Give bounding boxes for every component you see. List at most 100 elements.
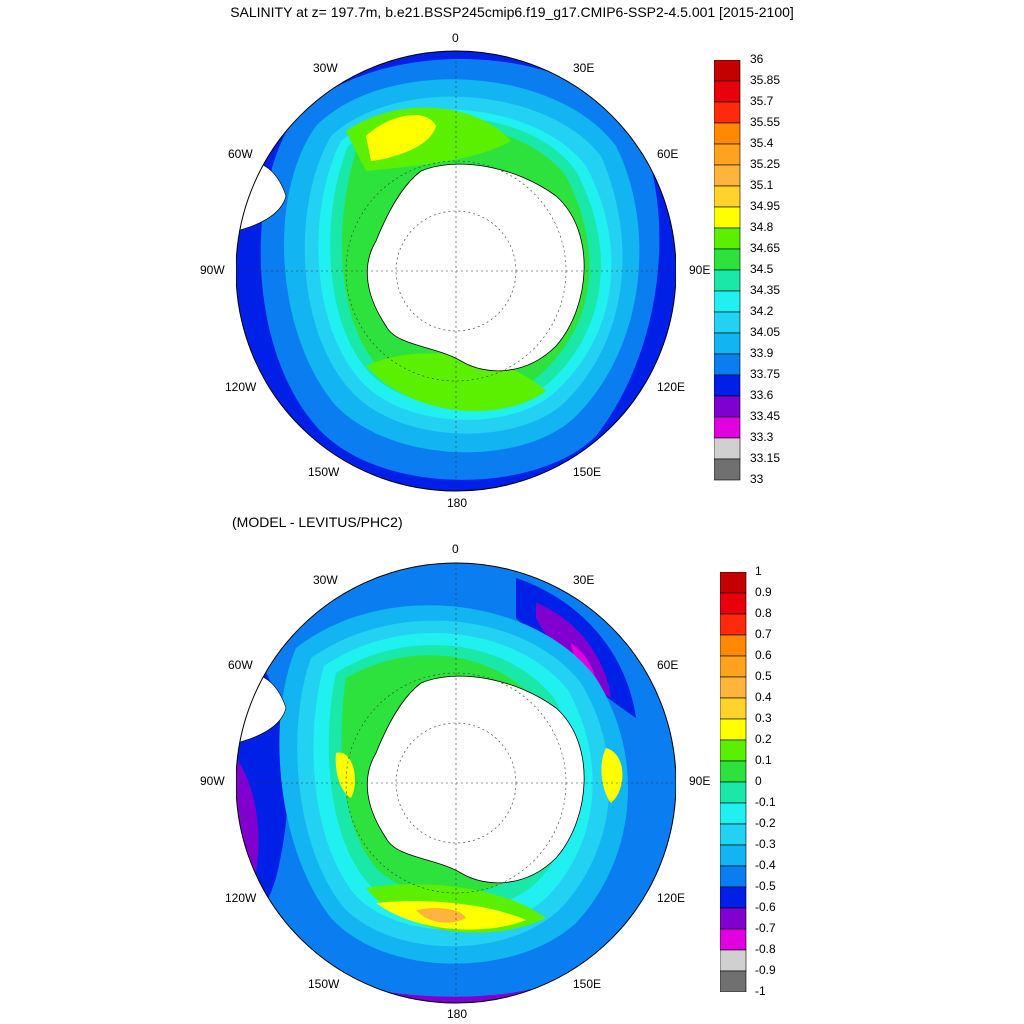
- colorbar-swatch: [714, 60, 741, 82]
- lon-label: 60E: [657, 147, 679, 161]
- lon-label: 60W: [228, 658, 253, 672]
- colorbar-label: 35.7: [750, 94, 774, 108]
- lon-label: 150W: [308, 977, 340, 991]
- colorbar-swatch: [714, 374, 741, 397]
- colorbar-swatch: [714, 80, 741, 103]
- lon-label: 120E: [657, 891, 686, 905]
- colorbar-swatch: [714, 185, 741, 208]
- colorbar-swatch: [714, 227, 741, 250]
- lon-label: 150W: [308, 465, 340, 479]
- colorbar-swatch: [714, 269, 741, 292]
- colorbar-label: 0.6: [755, 648, 772, 662]
- lon-label: 90E: [689, 774, 711, 788]
- salinity-polar-map: [236, 50, 676, 492]
- lon-label: 180: [447, 496, 468, 510]
- colorbar-label: 34.35: [750, 283, 781, 297]
- antarctica-land: [366, 163, 585, 372]
- diff-band-0.3-right: [601, 748, 623, 803]
- colorbar-label: -1: [755, 984, 766, 998]
- colorbar-label: -0.5: [755, 879, 776, 893]
- colorbar-swatch: [720, 718, 747, 741]
- colorbar-swatch: [720, 634, 747, 657]
- colorbar-swatch: [720, 865, 747, 888]
- colorbar-label: 0.4: [755, 690, 772, 704]
- difference-colorbar: [720, 572, 747, 992]
- lon-label: 120W: [225, 380, 257, 394]
- colorbar-swatch: [714, 101, 741, 124]
- colorbar-swatch: [714, 437, 741, 460]
- lon-label: 90W: [200, 263, 225, 277]
- colorbar-swatch: [720, 760, 747, 783]
- colorbar-label: -0.2: [755, 816, 776, 830]
- colorbar-swatch: [720, 572, 747, 594]
- colorbar-label: 34.5: [750, 262, 774, 276]
- lon-label: 0: [452, 542, 459, 556]
- colorbar-swatch: [720, 907, 747, 930]
- difference-subtitle: (MODEL - LEVITUS/PHC2): [232, 514, 403, 530]
- colorbar-swatch: [714, 206, 741, 229]
- colorbar-label: -0.6: [755, 900, 776, 914]
- colorbar-swatch: [720, 739, 747, 762]
- colorbar-label: 34.95: [750, 199, 781, 213]
- colorbar-label: 0.1: [755, 753, 772, 767]
- colorbar-swatch: [720, 970, 747, 992]
- lon-label: 90E: [689, 263, 711, 277]
- colorbar-label: 33.15: [750, 451, 781, 465]
- colorbar-swatch: [720, 613, 747, 636]
- lon-label: 30W: [313, 61, 338, 75]
- lon-label: 150E: [573, 977, 602, 991]
- colorbar-swatch: [714, 332, 741, 355]
- colorbar-label: 35.25: [750, 157, 781, 171]
- colorbar-label: -0.1: [755, 795, 776, 809]
- colorbar-label: 33.9: [750, 346, 774, 360]
- colorbar-label: 34.05: [750, 325, 781, 339]
- colorbar-label: 35.1: [750, 178, 774, 192]
- colorbar-swatch: [720, 781, 747, 804]
- colorbar-label: 34.2: [750, 304, 774, 318]
- salinity-colorbar: [714, 60, 741, 481]
- colorbar-label: 35.85: [750, 73, 781, 87]
- colorbar-label: -0.4: [755, 858, 776, 872]
- colorbar-label: -0.8: [755, 942, 776, 956]
- colorbar-swatch: [714, 248, 741, 271]
- colorbar-label: 35.55: [750, 115, 781, 129]
- colorbar-swatch: [720, 928, 747, 951]
- colorbar-swatch: [714, 395, 741, 418]
- colorbar-label: 0.5: [755, 669, 772, 683]
- colorbar-label: -0.7: [755, 921, 776, 935]
- colorbar-swatch: [720, 823, 747, 846]
- lon-label: 30E: [573, 573, 595, 587]
- colorbar-label: 33.75: [750, 367, 781, 381]
- colorbar-swatch: [714, 458, 741, 481]
- colorbar-swatch: [714, 143, 741, 166]
- colorbar-swatch: [720, 697, 747, 720]
- plot-title: SALINITY at z= 197.7m, b.e21.BSSP245cmip…: [230, 4, 794, 20]
- colorbar-swatch: [714, 122, 741, 145]
- colorbar-swatch: [720, 676, 747, 699]
- colorbar-swatch: [714, 353, 741, 376]
- lon-label: 180: [447, 1007, 468, 1021]
- colorbar-swatch: [720, 886, 747, 909]
- colorbar-swatch: [720, 949, 747, 972]
- colorbar-swatch: [714, 311, 741, 334]
- colorbar-swatch: [720, 802, 747, 825]
- colorbar-swatch: [714, 290, 741, 313]
- lon-label: 30W: [313, 573, 338, 587]
- lon-label: 60E: [657, 658, 679, 672]
- lon-label: 120W: [225, 891, 257, 905]
- colorbar-swatch: [714, 416, 741, 439]
- colorbar-label: -0.9: [755, 963, 776, 977]
- colorbar-label: 0.2: [755, 732, 772, 746]
- lon-label: 0: [452, 31, 459, 45]
- colorbar-label: 33.45: [750, 409, 781, 423]
- difference-polar-map: [236, 562, 676, 1004]
- lon-label: 90W: [200, 774, 225, 788]
- colorbar-label: 36: [750, 52, 764, 66]
- colorbar-label: 34.65: [750, 241, 781, 255]
- colorbar-label: 0: [755, 774, 762, 788]
- colorbar-label: 34.8: [750, 220, 774, 234]
- colorbar-label: 33: [750, 472, 764, 486]
- salinity-max-yellow: [366, 115, 436, 161]
- diff-band-neg0.7-bottom: [326, 978, 536, 1003]
- lon-label: 60W: [228, 147, 253, 161]
